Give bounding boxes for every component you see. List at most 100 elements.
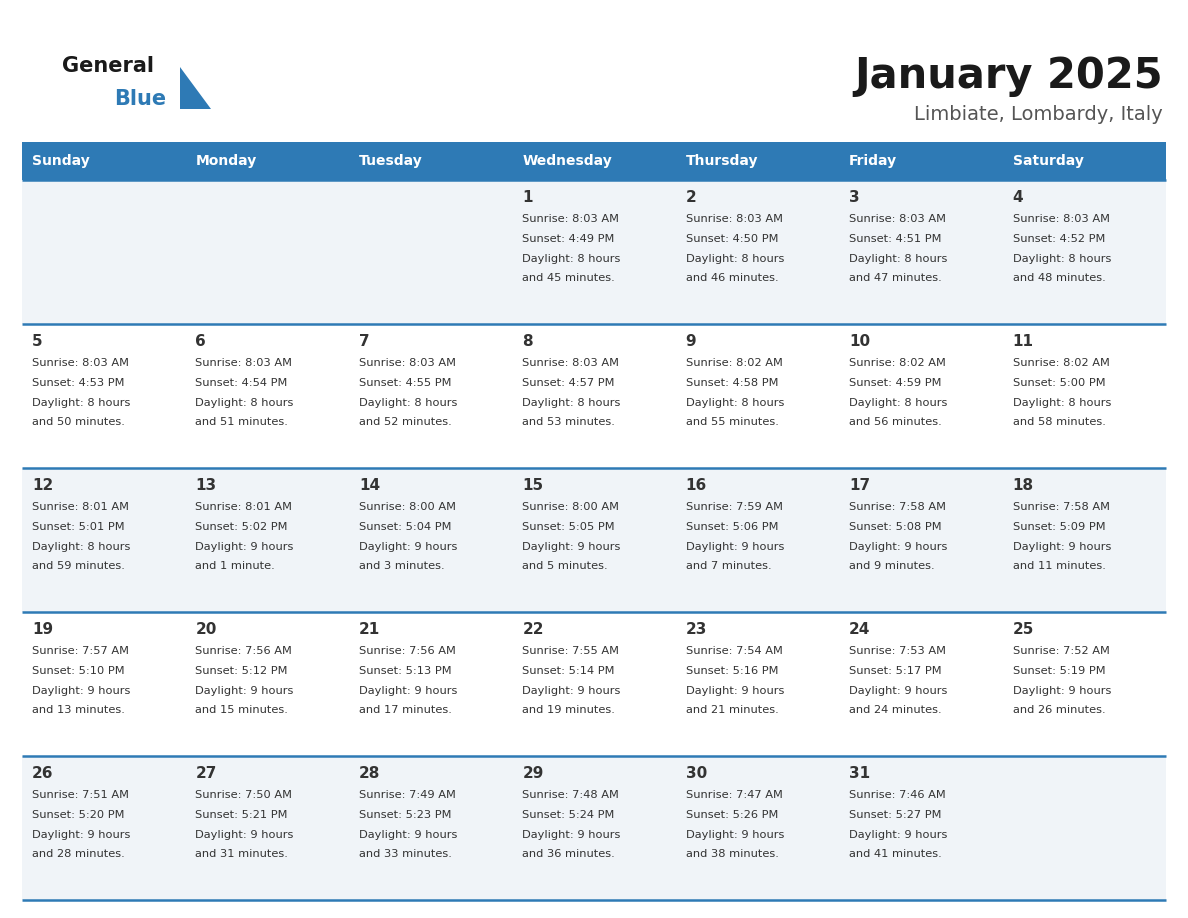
Text: Sunrise: 7:56 AM: Sunrise: 7:56 AM <box>196 646 292 656</box>
Text: Sunrise: 7:59 AM: Sunrise: 7:59 AM <box>685 502 783 512</box>
Text: Friday: Friday <box>849 154 897 168</box>
Text: Sunset: 4:54 PM: Sunset: 4:54 PM <box>196 378 287 388</box>
Text: 29: 29 <box>523 766 544 781</box>
Text: Sunset: 5:17 PM: Sunset: 5:17 PM <box>849 666 942 676</box>
Text: and 19 minutes.: and 19 minutes. <box>523 705 615 715</box>
Bar <box>512 324 676 468</box>
Bar <box>676 468 839 612</box>
Bar <box>512 468 676 612</box>
Text: Sunset: 5:16 PM: Sunset: 5:16 PM <box>685 666 778 676</box>
Text: 5: 5 <box>32 334 43 349</box>
Text: Daylight: 9 hours: Daylight: 9 hours <box>359 830 457 839</box>
Text: Daylight: 8 hours: Daylight: 8 hours <box>849 397 948 408</box>
Text: 9: 9 <box>685 334 696 349</box>
Text: 26: 26 <box>32 766 53 781</box>
Text: General: General <box>62 56 154 76</box>
Text: Sunset: 4:55 PM: Sunset: 4:55 PM <box>359 378 451 388</box>
Text: 27: 27 <box>196 766 216 781</box>
Text: Sunset: 5:20 PM: Sunset: 5:20 PM <box>32 810 125 820</box>
Text: and 9 minutes.: and 9 minutes. <box>849 561 935 571</box>
Text: 16: 16 <box>685 478 707 493</box>
Bar <box>1003 142 1165 180</box>
Text: and 51 minutes.: and 51 minutes. <box>196 417 289 427</box>
Text: Sunrise: 7:48 AM: Sunrise: 7:48 AM <box>523 790 619 800</box>
Text: and 1 minute.: and 1 minute. <box>196 561 276 571</box>
Text: Sunrise: 8:02 AM: Sunrise: 8:02 AM <box>849 359 946 368</box>
Text: Sunrise: 8:00 AM: Sunrise: 8:00 AM <box>523 502 619 512</box>
Text: 30: 30 <box>685 766 707 781</box>
Text: 23: 23 <box>685 622 707 637</box>
Bar <box>23 756 185 900</box>
Bar <box>676 324 839 468</box>
Text: and 36 minutes.: and 36 minutes. <box>523 849 615 859</box>
Bar <box>23 142 185 180</box>
Text: Sunset: 5:01 PM: Sunset: 5:01 PM <box>32 522 125 532</box>
Bar <box>512 612 676 756</box>
Text: 8: 8 <box>523 334 533 349</box>
Text: Sunset: 4:51 PM: Sunset: 4:51 PM <box>849 234 942 244</box>
Bar <box>839 468 1003 612</box>
Text: and 26 minutes.: and 26 minutes. <box>1012 705 1105 715</box>
Text: Sunrise: 7:55 AM: Sunrise: 7:55 AM <box>523 646 619 656</box>
Bar <box>23 180 185 324</box>
Text: Sunset: 4:50 PM: Sunset: 4:50 PM <box>685 234 778 244</box>
Text: Blue: Blue <box>114 89 166 109</box>
Text: Sunset: 4:53 PM: Sunset: 4:53 PM <box>32 378 125 388</box>
Text: Daylight: 8 hours: Daylight: 8 hours <box>32 542 131 552</box>
Text: Daylight: 9 hours: Daylight: 9 hours <box>849 542 948 552</box>
Bar <box>839 612 1003 756</box>
Text: and 15 minutes.: and 15 minutes. <box>196 705 289 715</box>
Text: Sunrise: 8:01 AM: Sunrise: 8:01 AM <box>32 502 129 512</box>
Text: Sunrise: 7:57 AM: Sunrise: 7:57 AM <box>32 646 129 656</box>
Bar <box>676 142 839 180</box>
Bar <box>23 612 185 756</box>
Text: and 28 minutes.: and 28 minutes. <box>32 849 125 859</box>
Bar <box>1003 468 1165 612</box>
Text: 15: 15 <box>523 478 543 493</box>
Text: Daylight: 8 hours: Daylight: 8 hours <box>685 397 784 408</box>
Text: 28: 28 <box>359 766 380 781</box>
Text: 22: 22 <box>523 622 544 637</box>
Text: Daylight: 9 hours: Daylight: 9 hours <box>685 542 784 552</box>
Text: and 38 minutes.: and 38 minutes. <box>685 849 778 859</box>
Text: Sunset: 5:27 PM: Sunset: 5:27 PM <box>849 810 942 820</box>
Bar <box>349 612 512 756</box>
Bar <box>676 756 839 900</box>
Text: Daylight: 9 hours: Daylight: 9 hours <box>359 542 457 552</box>
Bar <box>1003 324 1165 468</box>
Text: Saturday: Saturday <box>1012 154 1083 168</box>
Text: and 48 minutes.: and 48 minutes. <box>1012 273 1105 283</box>
Text: 14: 14 <box>359 478 380 493</box>
Text: Sunrise: 8:03 AM: Sunrise: 8:03 AM <box>523 215 619 225</box>
Text: Sunset: 4:57 PM: Sunset: 4:57 PM <box>523 378 614 388</box>
Text: 17: 17 <box>849 478 871 493</box>
Text: and 50 minutes.: and 50 minutes. <box>32 417 125 427</box>
Text: Daylight: 8 hours: Daylight: 8 hours <box>685 253 784 263</box>
Text: and 17 minutes.: and 17 minutes. <box>359 705 451 715</box>
Text: Sunrise: 7:49 AM: Sunrise: 7:49 AM <box>359 790 456 800</box>
Text: Sunset: 5:05 PM: Sunset: 5:05 PM <box>523 522 615 532</box>
Text: Sunrise: 7:52 AM: Sunrise: 7:52 AM <box>1012 646 1110 656</box>
Text: 31: 31 <box>849 766 871 781</box>
Text: and 45 minutes.: and 45 minutes. <box>523 273 615 283</box>
Bar <box>23 468 185 612</box>
Text: Daylight: 9 hours: Daylight: 9 hours <box>849 686 948 696</box>
Text: 11: 11 <box>1012 334 1034 349</box>
Text: Sunset: 5:13 PM: Sunset: 5:13 PM <box>359 666 451 676</box>
Text: Sunrise: 7:51 AM: Sunrise: 7:51 AM <box>32 790 129 800</box>
Text: Daylight: 9 hours: Daylight: 9 hours <box>196 830 293 839</box>
Text: Sunrise: 8:01 AM: Sunrise: 8:01 AM <box>196 502 292 512</box>
Text: 1: 1 <box>523 190 532 205</box>
Bar <box>185 756 349 900</box>
Text: and 3 minutes.: and 3 minutes. <box>359 561 444 571</box>
Text: Sunset: 4:58 PM: Sunset: 4:58 PM <box>685 378 778 388</box>
Text: Thursday: Thursday <box>685 154 758 168</box>
Text: Daylight: 9 hours: Daylight: 9 hours <box>523 686 620 696</box>
Text: Sunset: 5:12 PM: Sunset: 5:12 PM <box>196 666 287 676</box>
Text: Sunset: 4:49 PM: Sunset: 4:49 PM <box>523 234 614 244</box>
Text: 2: 2 <box>685 190 696 205</box>
Text: and 33 minutes.: and 33 minutes. <box>359 849 451 859</box>
Bar <box>839 756 1003 900</box>
Bar <box>839 180 1003 324</box>
Polygon shape <box>181 67 211 109</box>
